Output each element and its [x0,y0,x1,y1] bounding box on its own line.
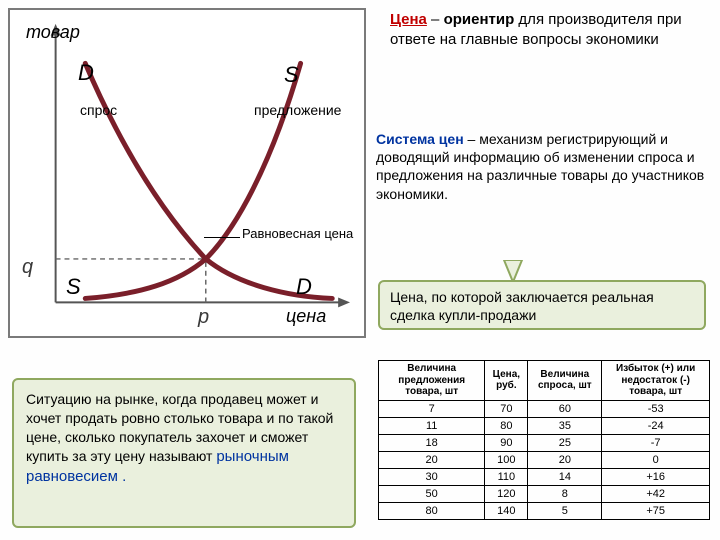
table-cell: 90 [485,434,528,451]
table-cell: 70 [485,400,528,417]
table-cell: 5 [528,502,602,519]
table-row: 77060-53 [379,400,710,417]
table-cell: 110 [485,468,528,485]
table-row: 3011014+16 [379,468,710,485]
table-cell: -7 [602,434,710,451]
table-cell: 30 [379,468,485,485]
table-cell: -24 [602,417,710,434]
table-cell: 0 [602,451,710,468]
table-header: Избыток (+) или недостаток (-) товара, ш… [602,361,710,401]
table-cell: 35 [528,417,602,434]
price-title: Цена [390,11,427,28]
table-cell: 20 [528,451,602,468]
table-cell: 50 [379,485,485,502]
table-cell: 60 [528,400,602,417]
equilibrium-pointer-line [204,237,240,238]
table-cell: 25 [528,434,602,451]
table-cell: 20 [379,451,485,468]
table-header: Цена, руб. [485,361,528,401]
table-cell: -53 [602,400,710,417]
price-system-text: Система цен – механизм регистрирующий и … [376,130,712,203]
table-row: 118035-24 [379,417,710,434]
table-cell: 140 [485,502,528,519]
table-row: 189025-7 [379,434,710,451]
market-equilibrium-definition: Ситуацию на рынке, когда продавец может … [12,378,356,528]
equilibrium-label: Равновесная цена [242,226,353,241]
supply-letter-top: S [284,62,299,88]
data-table: Величина предложения товара, штЦена, руб… [378,360,710,520]
p-label: p [198,306,209,329]
table-cell: 80 [379,502,485,519]
table-cell: 14 [528,468,602,485]
table-cell: +42 [602,485,710,502]
table-row: 501208+42 [379,485,710,502]
callout-text: Цена, по которой заключается реальная сд… [390,289,654,323]
table-row: 20100200 [379,451,710,468]
x-axis-label: цена [286,306,326,327]
q-label: q [22,256,33,279]
table-cell: +16 [602,468,710,485]
table-cell: 18 [379,434,485,451]
system-title: Система цен [376,131,464,147]
demand-letter-bottom: D [296,274,312,300]
table-cell: 120 [485,485,528,502]
price-definition-text: Цена – ориентир для производителя при от… [390,10,710,51]
price-callout: Цена, по которой заключается реальная сд… [378,280,706,330]
demand-label: спрос [80,102,117,118]
table-header: Величина спроса, шт [528,361,602,401]
y-axis-label: товар [26,22,80,43]
table-header: Величина предложения товара, шт [379,361,485,401]
orient-word: ориентир [444,11,515,28]
demand-letter-top: D [78,60,94,86]
table-cell: 80 [485,417,528,434]
table-row: 801405+75 [379,502,710,519]
table-cell: +75 [602,502,710,519]
table-cell: 7 [379,400,485,417]
supply-letter-bottom: S [66,274,81,300]
supply-demand-chart: товар q p цена D S S D спрос предложение… [8,8,366,338]
callout-pointer-icon [500,260,526,282]
table-cell: 11 [379,417,485,434]
supply-demand-table: Величина предложения товара, штЦена, руб… [378,360,710,520]
table-cell: 8 [528,485,602,502]
supply-label: предложение [254,102,341,118]
table-cell: 100 [485,451,528,468]
